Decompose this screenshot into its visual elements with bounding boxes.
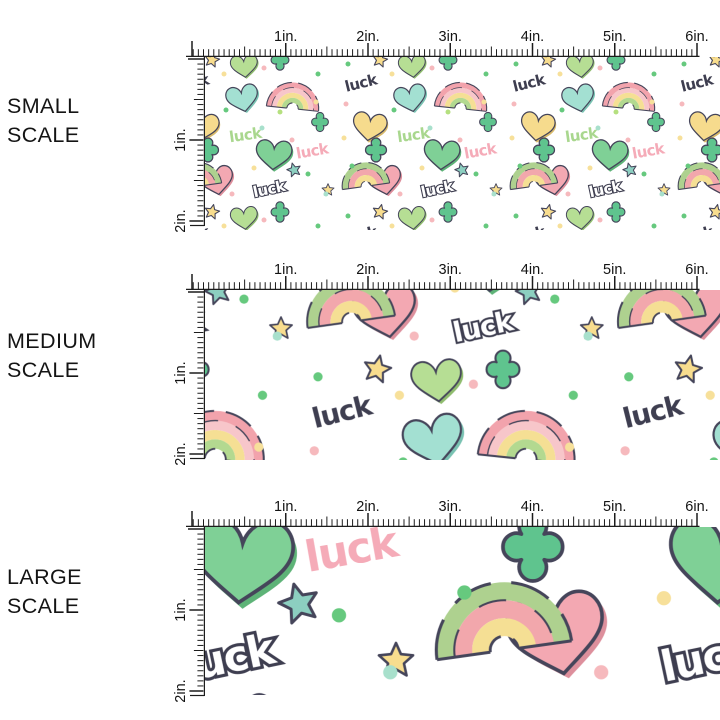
ruler-inch-label: 2in. bbox=[356, 262, 379, 278]
ruler-inch-label: 4in. bbox=[521, 262, 544, 278]
ruler-inch-label: 1in. bbox=[173, 128, 189, 151]
ruler-inch-label: 5in. bbox=[603, 29, 626, 45]
ruler-inch-label: 5in. bbox=[603, 499, 626, 515]
ruler-inch-label: 1in. bbox=[173, 598, 189, 621]
scale-label-medium: MEDIUM SCALE bbox=[7, 329, 97, 382]
ruler-inch-label: 2in. bbox=[356, 499, 379, 515]
ruler-inch-label: 4in. bbox=[521, 499, 544, 515]
ruler-medium: 1in. 2in. 3in. 4in. 5in. 6in. 1in. 2in. bbox=[173, 262, 709, 466]
fabric-swatch-small bbox=[204, 57, 720, 230]
scale-label-large: LARGE SCALE bbox=[7, 565, 82, 618]
ruler-inch-label: 1in. bbox=[274, 262, 297, 278]
ruler-inch-label: 3in. bbox=[439, 262, 462, 278]
fabric-swatch-large bbox=[204, 527, 720, 695]
ruler-inch-label: 2in. bbox=[356, 29, 379, 45]
ruler-inch-label: 3in. bbox=[439, 499, 462, 515]
ruler-inch-label: 3in. bbox=[439, 29, 462, 45]
ruler-small: 1in. 2in. 3in. 4in. 5in. 6in. 1in. 2in. bbox=[173, 29, 709, 233]
ruler-inch-label: 1in. bbox=[173, 361, 189, 384]
ruler-inch-label: 6in. bbox=[685, 262, 708, 278]
ruler-inch-label: 2in. bbox=[173, 209, 189, 232]
ruler-inch-label: 5in. bbox=[603, 262, 626, 278]
ruler-inch-label: 2in. bbox=[173, 442, 189, 465]
rulers: 1in. 2in. 3in. 4in. 5in. 6in. 1in. 2in. 1in. 2in.… bbox=[173, 29, 709, 703]
ruler-inch-label: 6in. bbox=[685, 29, 708, 45]
ruler-large: 1in. 2in. 3in. 4in. 5in. 6in. 1in. 2in. bbox=[173, 499, 709, 703]
scale-label-small: SMALL SCALE bbox=[7, 94, 80, 147]
ruler-inch-label: 6in. bbox=[685, 499, 708, 515]
ruler-inch-label: 4in. bbox=[521, 29, 544, 45]
ruler-inch-label: 1in. bbox=[274, 29, 297, 45]
fabric-swatch-medium bbox=[204, 290, 720, 460]
ruler-inch-label: 1in. bbox=[274, 499, 297, 515]
ruler-inch-label: 2in. bbox=[173, 679, 189, 702]
